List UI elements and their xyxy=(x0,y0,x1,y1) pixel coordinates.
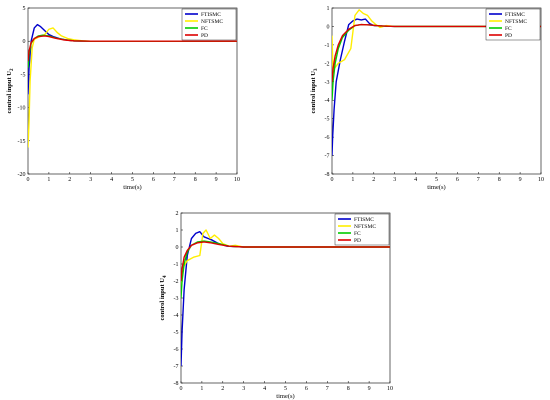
x-tick-label: 0 xyxy=(180,386,183,392)
x-tick-label: 6 xyxy=(456,177,459,183)
x-axis-label: time(s) xyxy=(123,184,141,191)
x-tick-label: 8 xyxy=(498,177,501,183)
x-tick-label: 3 xyxy=(393,177,396,183)
x-tick-label: 3 xyxy=(89,177,92,183)
x-tick-label: 7 xyxy=(477,177,480,183)
x-tick-label: 9 xyxy=(519,177,522,183)
x-tick-label: 9 xyxy=(215,177,218,183)
x-tick-label: 8 xyxy=(347,386,350,392)
x-axis-label: time(s) xyxy=(276,393,294,400)
legend-label: PD xyxy=(201,33,208,39)
x-tick-label: 1 xyxy=(351,177,354,183)
x-tick-label: 9 xyxy=(368,386,371,392)
y-tick-label: 1 xyxy=(176,228,179,234)
x-tick-label: 5 xyxy=(131,177,134,183)
x-axis-label: time(s) xyxy=(427,184,445,191)
x-tick-label: 1 xyxy=(47,177,50,183)
x-tick-label: 6 xyxy=(152,177,155,183)
y-tick-label: -5 xyxy=(325,117,330,123)
x-tick-label: 2 xyxy=(68,177,71,183)
y-tick-label: 5 xyxy=(23,6,26,12)
y-tick-label: -6 xyxy=(325,135,330,141)
legend-label: FC xyxy=(354,231,361,237)
chart-u2: 0 1 2 3 4 5 6 7 8 9 10 -20 -15 -10 -5 0 5 FTISMCNFTSMCFCP… xyxy=(6,6,240,191)
y-tick-label: -4 xyxy=(174,313,179,319)
x-tick-label: 2 xyxy=(221,386,224,392)
legend-label: NFTSMC xyxy=(354,224,376,230)
y-tick-label: -8 xyxy=(174,381,179,387)
y-axis-label: control input U3 xyxy=(310,68,319,114)
y-tick-label: -2 xyxy=(325,61,330,67)
y-tick-label: 1 xyxy=(327,6,330,12)
legend-label: NFTSMC xyxy=(505,19,527,25)
x-tick-label: 4 xyxy=(414,177,417,183)
x-tick-label: 0 xyxy=(27,177,30,183)
chart-u4: 0 1 2 3 4 5 6 7 8 9 10 -8 -7 -6 -5 -4 -3 -2 -1 0 1 2 FTISMCNFT… xyxy=(159,211,393,400)
x-tick-label: 1 xyxy=(200,386,203,392)
legend-label: FTISMC xyxy=(505,12,525,18)
y-tick-label: -4 xyxy=(325,98,330,104)
chart-u3: 0 1 2 3 4 5 6 7 8 9 10 -8 -7 -6 -5 -4 -3 -2 -1 0 1 FTISMCNFTS… xyxy=(310,6,544,191)
legend-label: NFTSMC xyxy=(201,19,223,25)
series-line-pd xyxy=(181,241,390,282)
y-axis-label: control input U2 xyxy=(6,68,15,114)
y-tick-label: -5 xyxy=(174,330,179,336)
y-tick-label: 2 xyxy=(176,211,179,217)
y-tick-label: 0 xyxy=(176,245,179,251)
x-tick-label: 4 xyxy=(263,386,266,392)
legend-label: FTISMC xyxy=(354,217,374,223)
x-tick-label: 7 xyxy=(173,177,176,183)
y-tick-label: 0 xyxy=(23,39,26,45)
series-line-pd xyxy=(332,23,541,82)
y-tick-label: -10 xyxy=(18,106,26,112)
x-tick-label: 7 xyxy=(326,386,329,392)
x-tick-label: 10 xyxy=(387,386,393,392)
x-tick-label: 3 xyxy=(242,386,245,392)
legend-label: PD xyxy=(505,33,512,39)
y-tick-label: -1 xyxy=(174,262,179,268)
y-tick-label: -5 xyxy=(21,72,26,78)
y-tick-label: -2 xyxy=(174,279,179,285)
x-tick-label: 0 xyxy=(331,177,334,183)
x-tick-label: 10 xyxy=(234,177,240,183)
y-axis-label: control input U4 xyxy=(159,275,168,321)
y-tick-label: -7 xyxy=(174,364,179,370)
x-tick-label: 4 xyxy=(110,177,113,183)
legend-label: FTISMC xyxy=(201,12,221,18)
x-tick-label: 5 xyxy=(435,177,438,183)
legend-label: FC xyxy=(201,26,208,32)
x-tick-label: 10 xyxy=(538,177,544,183)
y-tick-label: 0 xyxy=(327,24,330,30)
x-tick-label: 2 xyxy=(372,177,375,183)
y-tick-label: -3 xyxy=(325,80,330,86)
series-line-pd xyxy=(28,35,237,62)
legend-label: FC xyxy=(505,26,512,32)
x-tick-label: 6 xyxy=(305,386,308,392)
y-tick-label: -15 xyxy=(18,139,26,145)
y-tick-label: -3 xyxy=(174,296,179,302)
y-tick-label: -1 xyxy=(325,43,330,49)
x-tick-label: 5 xyxy=(284,386,287,392)
x-tick-label: 8 xyxy=(194,177,197,183)
y-tick-label: -20 xyxy=(18,172,26,178)
y-tick-label: -7 xyxy=(325,154,330,160)
legend-label: PD xyxy=(354,238,361,244)
y-tick-label: -6 xyxy=(174,347,179,353)
y-tick-label: -8 xyxy=(325,172,330,178)
